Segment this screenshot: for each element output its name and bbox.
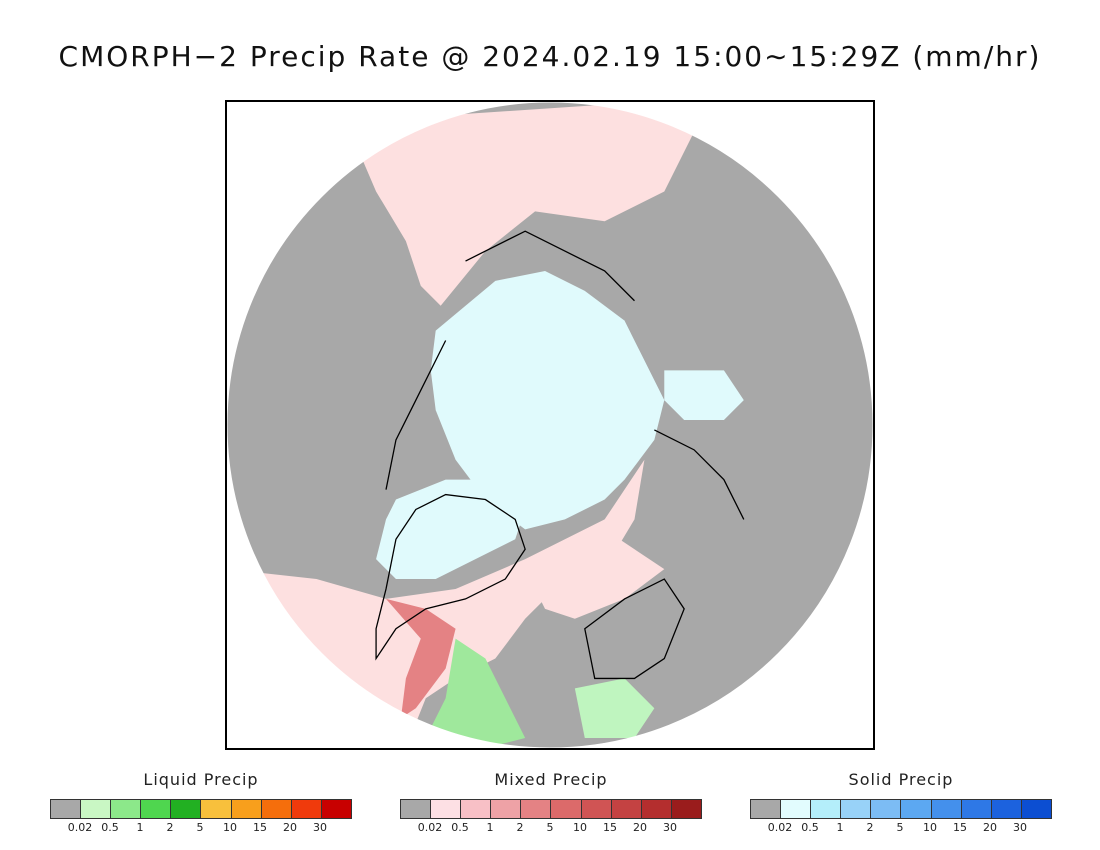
legend-title: Mixed Precip xyxy=(494,770,608,789)
swatch xyxy=(81,800,112,818)
swatch xyxy=(841,800,872,818)
swatch xyxy=(611,800,642,818)
tick-label: 0.5 xyxy=(101,821,119,834)
swatch xyxy=(51,800,82,818)
solid-precip-siberia xyxy=(664,370,744,421)
swatch xyxy=(111,800,142,818)
tick-label: 1 xyxy=(486,821,494,834)
swatch xyxy=(781,800,812,818)
legend-liquid: Liquid Precip 0.02 0.5 1 2 5 10 15 20 30 xyxy=(50,770,352,837)
swatch xyxy=(321,800,351,818)
map-title: CMORPH−2 Precip Rate @ 2024.02.19 15:00∼… xyxy=(58,40,1042,73)
tick-label: 5 xyxy=(546,821,554,834)
tick-label: 15 xyxy=(953,821,967,834)
swatch xyxy=(641,800,672,818)
legend-solid: Solid Precip 0.02 0.5 1 2 5 10 15 20 30 xyxy=(750,770,1052,837)
swatch xyxy=(871,800,902,818)
liquid-precip-europe xyxy=(574,678,655,739)
tick-label: 10 xyxy=(573,821,587,834)
tick-label: 1 xyxy=(136,821,144,834)
swatch xyxy=(551,800,582,818)
legend-title: Liquid Precip xyxy=(143,770,259,789)
tick-label: 0.02 xyxy=(417,821,443,834)
coastlines xyxy=(375,230,745,680)
swatch xyxy=(961,800,992,818)
swatch xyxy=(401,800,432,818)
swatch xyxy=(931,800,962,818)
tick-label: 30 xyxy=(663,821,677,834)
solid-precip-arctic xyxy=(430,270,665,530)
swatch xyxy=(461,800,492,818)
legend-mixed: Mixed Precip 0.02 0.5 1 2 5 10 15 20 30 xyxy=(400,770,702,837)
swatch xyxy=(291,800,322,818)
swatch xyxy=(171,800,202,818)
swatch xyxy=(201,800,232,818)
tick-label: 0.02 xyxy=(767,821,793,834)
tick-label: 10 xyxy=(223,821,237,834)
color-scale xyxy=(400,799,702,819)
tick-label: 0.02 xyxy=(67,821,93,834)
swatch xyxy=(581,800,612,818)
map-canvas xyxy=(227,102,873,748)
tick-label: 20 xyxy=(633,821,647,834)
mixed-precip-band xyxy=(386,598,456,719)
swatch xyxy=(431,800,462,818)
swatch xyxy=(991,800,1022,818)
swatch xyxy=(901,800,932,818)
swatch xyxy=(231,800,262,818)
tick-label: 15 xyxy=(603,821,617,834)
tick-label: 15 xyxy=(253,821,267,834)
polar-precip-map xyxy=(225,100,875,750)
color-scale xyxy=(750,799,1052,819)
swatch xyxy=(671,800,701,818)
tick-labels: 0.02 0.5 1 2 5 10 15 20 30 xyxy=(50,821,352,837)
tick-label: 20 xyxy=(983,821,997,834)
swatch xyxy=(751,800,782,818)
tick-label: 0.5 xyxy=(801,821,819,834)
tick-labels: 0.02 0.5 1 2 5 10 15 20 30 xyxy=(750,821,1052,837)
tick-label: 2 xyxy=(516,821,524,834)
tick-label: 10 xyxy=(923,821,937,834)
color-scale xyxy=(50,799,352,819)
swatch xyxy=(261,800,292,818)
mixed-precip-pacific xyxy=(346,102,695,306)
swatch xyxy=(491,800,522,818)
tick-label: 30 xyxy=(1013,821,1027,834)
legend-title: Solid Precip xyxy=(848,770,954,789)
tick-label: 0.5 xyxy=(451,821,469,834)
tick-label: 2 xyxy=(866,821,874,834)
swatch xyxy=(141,800,172,818)
tick-label: 5 xyxy=(896,821,904,834)
tick-label: 1 xyxy=(836,821,844,834)
tick-label: 30 xyxy=(313,821,327,834)
swatch xyxy=(1021,800,1051,818)
swatch xyxy=(521,800,552,818)
solid-precip-greenland xyxy=(376,479,526,580)
tick-labels: 0.02 0.5 1 2 5 10 15 20 30 xyxy=(400,821,702,837)
liquid-precip-atlantic xyxy=(425,638,526,748)
tick-label: 2 xyxy=(166,821,174,834)
tick-label: 5 xyxy=(196,821,204,834)
tick-label: 20 xyxy=(283,821,297,834)
swatch xyxy=(811,800,842,818)
